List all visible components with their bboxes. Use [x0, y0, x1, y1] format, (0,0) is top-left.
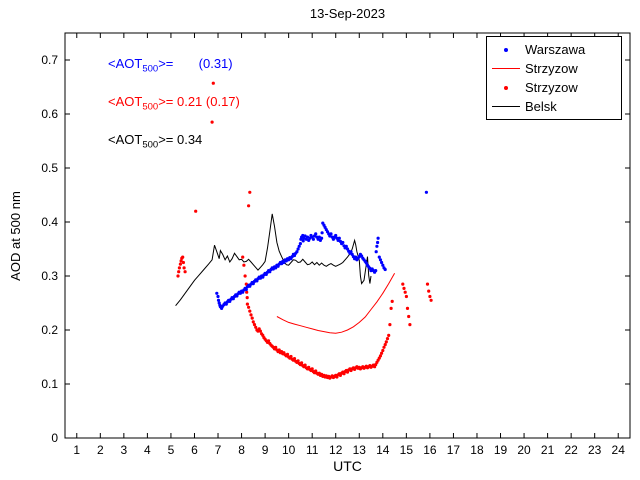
svg-text:6: 6 — [191, 443, 198, 457]
svg-text:1: 1 — [73, 443, 80, 457]
svg-text:17: 17 — [447, 443, 461, 457]
svg-text:7: 7 — [215, 443, 222, 457]
annotation-subscript: 500 — [142, 101, 159, 113]
svg-text:23: 23 — [588, 443, 602, 457]
svg-text:8: 8 — [238, 443, 245, 457]
svg-text:0.5: 0.5 — [41, 161, 58, 175]
svg-text:0.4: 0.4 — [41, 215, 58, 229]
annotation-warszawa-mean: <AOT500>= (0.31) — [108, 56, 233, 75]
legend-item-belsk: Belsk — [487, 97, 621, 116]
svg-text:0.1: 0.1 — [41, 377, 58, 391]
svg-text:18: 18 — [470, 443, 484, 457]
svg-text:10: 10 — [282, 443, 296, 457]
annotation-text: >= (0.31) — [158, 56, 233, 71]
svg-text:2: 2 — [97, 443, 104, 457]
annotation-text: >= 0.21 (0.17) — [158, 94, 240, 109]
legend-label: Strzyzow — [525, 80, 578, 95]
legend-label: Belsk — [525, 99, 557, 114]
svg-text:12: 12 — [329, 443, 343, 457]
svg-text:4: 4 — [144, 443, 151, 457]
legend: Warszawa Strzyzow Strzyzow Belsk — [486, 36, 622, 120]
svg-text:0.6: 0.6 — [41, 107, 58, 121]
svg-text:22: 22 — [564, 443, 578, 457]
svg-text:13: 13 — [353, 443, 367, 457]
legend-item-strzyzow-dots: Strzyzow — [487, 78, 621, 97]
scatter-dot-icon — [487, 85, 525, 90]
annotation-text: <AOT — [108, 94, 143, 109]
annotation-text: >= 0.34 — [158, 132, 203, 147]
annotation-strzyzow-mean: <AOT500>= 0.21 (0.17) — [108, 94, 240, 113]
svg-text:20: 20 — [517, 443, 531, 457]
x-axis-label: UTC — [333, 458, 362, 474]
legend-item-strzyzow-line: Strzyzow — [487, 59, 621, 78]
annotation-subscript: 500 — [142, 63, 159, 75]
svg-text:15: 15 — [400, 443, 414, 457]
svg-text:14: 14 — [376, 443, 390, 457]
svg-text:21: 21 — [541, 443, 555, 457]
scatter-dot-icon — [487, 47, 525, 52]
legend-label: Warszawa — [525, 42, 586, 57]
line-marker-icon — [487, 68, 525, 69]
svg-text:9: 9 — [262, 443, 269, 457]
svg-text:0.2: 0.2 — [41, 323, 58, 337]
svg-text:0.7: 0.7 — [41, 53, 58, 67]
svg-text:0: 0 — [51, 431, 58, 445]
svg-text:16: 16 — [423, 443, 437, 457]
legend-item-warszawa: Warszawa — [487, 40, 621, 59]
annotation-text: <AOT — [108, 132, 143, 147]
svg-text:24: 24 — [612, 443, 626, 457]
legend-label: Strzyzow — [525, 61, 578, 76]
line-marker-icon — [487, 106, 525, 107]
svg-text:11: 11 — [306, 443, 319, 457]
svg-text:5: 5 — [168, 443, 175, 457]
annotation-text: <AOT — [108, 56, 143, 71]
annotation-subscript: 500 — [142, 139, 159, 151]
svg-text:0.3: 0.3 — [41, 269, 58, 283]
chart-title: 13-Sep-2023 — [309, 6, 386, 21]
svg-text:19: 19 — [494, 443, 508, 457]
svg-text:3: 3 — [121, 443, 128, 457]
annotation-belsk-mean: <AOT500>= 0.34 — [108, 132, 202, 151]
